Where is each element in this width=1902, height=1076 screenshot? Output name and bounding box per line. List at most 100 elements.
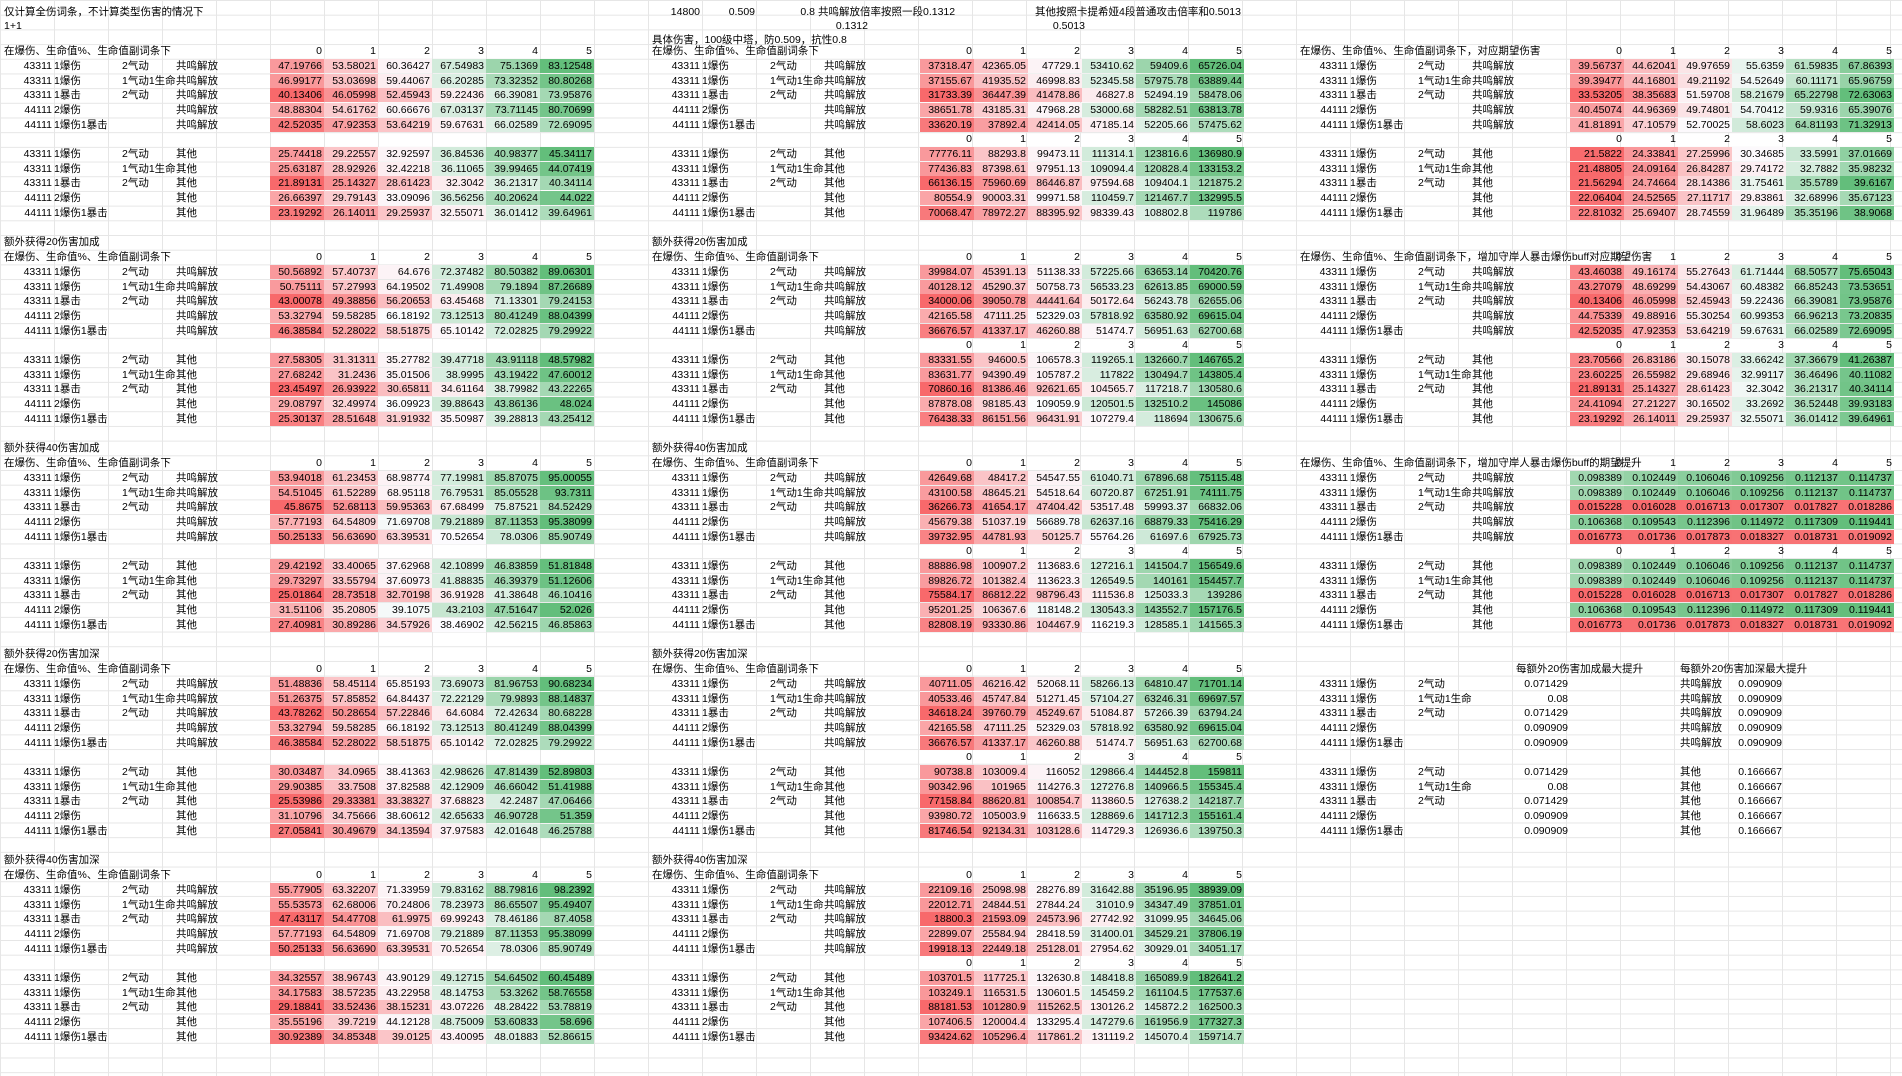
data-cell[interactable]: 39.88643 <box>432 397 486 412</box>
data-cell[interactable]: 29.22557 <box>324 147 378 161</box>
data-cell[interactable]: 34618.24 <box>920 706 974 721</box>
data-cell[interactable]: 0.017873 <box>1678 529 1732 544</box>
data-cell[interactable]: 0.112137 <box>1786 485 1840 500</box>
data-cell[interactable]: 95.38099 <box>540 514 594 529</box>
data-cell[interactable]: 86812.22 <box>974 588 1028 603</box>
data-cell[interactable]: 182641.2 <box>1190 971 1244 985</box>
data-cell[interactable]: 22899.07 <box>920 926 974 941</box>
data-cell[interactable]: 38.9068 <box>1840 205 1894 220</box>
data-cell[interactable]: 72.37482 <box>432 264 486 279</box>
data-cell[interactable]: 41.81891 <box>1570 117 1624 132</box>
data-cell[interactable]: 73.95876 <box>1840 294 1894 309</box>
data-cell[interactable]: 79.1894 <box>486 279 540 294</box>
data-cell[interactable]: 113623.3 <box>1028 573 1082 588</box>
data-cell[interactable]: 29.42192 <box>270 559 324 573</box>
data-cell[interactable]: 60.66676 <box>378 102 432 117</box>
data-cell[interactable]: 38.9995 <box>432 367 486 382</box>
data-cell[interactable]: 68.50577 <box>1786 264 1840 279</box>
data-cell[interactable]: 42.10899 <box>432 559 486 573</box>
data-cell[interactable]: 67.03137 <box>432 102 486 117</box>
data-cell[interactable]: 66136.15 <box>920 176 974 191</box>
data-cell[interactable]: 71.69708 <box>378 514 432 529</box>
data-cell[interactable]: 47.92353 <box>324 117 378 132</box>
data-cell[interactable]: 25.14327 <box>324 176 378 191</box>
data-cell[interactable]: 25.69407 <box>1624 205 1678 220</box>
data-cell[interactable]: 41654.17 <box>974 500 1028 515</box>
data-cell[interactable]: 68879.33 <box>1136 514 1190 529</box>
data-cell[interactable]: 39.64961 <box>1840 411 1894 426</box>
data-cell[interactable]: 130543.3 <box>1082 603 1136 618</box>
data-cell[interactable]: 43.46038 <box>1570 264 1624 279</box>
data-cell[interactable]: 56951.63 <box>1136 735 1190 750</box>
data-cell[interactable]: 59993.37 <box>1136 500 1190 515</box>
data-cell[interactable]: 75584.17 <box>920 588 974 603</box>
data-cell[interactable]: 144452.8 <box>1136 765 1190 779</box>
data-cell[interactable]: 41478.86 <box>1028 88 1082 103</box>
data-cell[interactable]: 116531.5 <box>974 985 1028 1000</box>
data-cell[interactable]: 57266.39 <box>1136 706 1190 721</box>
data-cell[interactable]: 64.54809 <box>324 926 378 941</box>
data-cell[interactable]: 32.68996 <box>1786 191 1840 206</box>
data-cell[interactable]: 0.119441 <box>1840 514 1894 529</box>
data-cell[interactable]: 54.43067 <box>1678 279 1732 294</box>
data-cell[interactable]: 143552.7 <box>1136 603 1190 618</box>
data-cell[interactable]: 46260.88 <box>1028 323 1082 338</box>
data-cell[interactable]: 52068.11 <box>1028 676 1082 691</box>
data-cell[interactable]: 24.74664 <box>1624 176 1678 191</box>
data-cell[interactable]: 76438.33 <box>920 411 974 426</box>
data-cell[interactable]: 89.06301 <box>540 264 594 279</box>
data-cell[interactable]: 53.03698 <box>324 73 378 88</box>
data-cell[interactable]: 120004.4 <box>974 1015 1028 1030</box>
data-cell[interactable]: 100907.2 <box>974 559 1028 573</box>
data-cell[interactable]: 69000.59 <box>1190 279 1244 294</box>
data-cell[interactable]: 40.98377 <box>486 147 540 161</box>
data-cell[interactable]: 57225.66 <box>1082 264 1136 279</box>
data-cell[interactable]: 47968.28 <box>1028 102 1082 117</box>
data-cell[interactable]: 0.112137 <box>1786 559 1840 573</box>
data-cell[interactable]: 48.024 <box>540 397 594 412</box>
data-cell[interactable]: 83.12548 <box>540 58 594 73</box>
data-cell[interactable]: 32.7882 <box>1786 161 1840 176</box>
data-cell[interactable]: 37.68823 <box>432 794 486 809</box>
data-cell[interactable]: 42165.58 <box>920 308 974 323</box>
data-cell[interactable]: 0.098389 <box>1570 573 1624 588</box>
data-cell[interactable]: 71.13301 <box>486 294 540 309</box>
data-cell[interactable]: 0.018327 <box>1732 617 1786 632</box>
data-cell[interactable]: 0.016028 <box>1624 500 1678 515</box>
data-cell[interactable]: 39.56737 <box>1570 58 1624 73</box>
data-cell[interactable]: 33.38327 <box>378 794 432 809</box>
data-cell[interactable]: 48.01883 <box>486 1029 540 1044</box>
data-cell[interactable]: 39760.79 <box>974 706 1028 721</box>
data-cell[interactable]: 48.14753 <box>432 985 486 1000</box>
data-cell[interactable]: 42414.05 <box>1028 117 1082 132</box>
data-cell[interactable]: 47404.42 <box>1028 500 1082 515</box>
data-cell[interactable]: 159811 <box>1190 765 1244 779</box>
data-cell[interactable]: 78.0306 <box>486 941 540 956</box>
data-cell[interactable]: 25584.94 <box>974 926 1028 941</box>
data-cell[interactable]: 55.77905 <box>270 882 324 897</box>
data-cell[interactable]: 26.83186 <box>1624 353 1678 367</box>
data-cell[interactable]: 75416.29 <box>1190 514 1244 529</box>
data-cell[interactable]: 52205.66 <box>1136 117 1190 132</box>
data-cell[interactable]: 146765.2 <box>1190 353 1244 367</box>
data-cell[interactable]: 0.071429 <box>1524 766 1568 778</box>
data-cell[interactable]: 23.45497 <box>270 382 324 397</box>
data-cell[interactable]: 32.3042 <box>1732 382 1786 397</box>
data-cell[interactable]: 36.09923 <box>378 397 432 412</box>
data-cell[interactable]: 40128.12 <box>920 279 974 294</box>
data-cell[interactable]: 27.58305 <box>270 353 324 367</box>
data-cell[interactable]: 0.019092 <box>1840 529 1894 544</box>
data-cell[interactable]: 62613.85 <box>1136 279 1190 294</box>
data-cell[interactable]: 29.90385 <box>270 779 324 794</box>
data-cell[interactable]: 88.04399 <box>540 720 594 735</box>
data-cell[interactable]: 28418.59 <box>1028 926 1082 941</box>
data-cell[interactable]: 0.017307 <box>1732 588 1786 603</box>
data-cell[interactable]: 35.01506 <box>378 367 432 382</box>
data-cell[interactable]: 41.26387 <box>1840 353 1894 367</box>
data-cell[interactable]: 22.81032 <box>1570 205 1624 220</box>
data-cell[interactable]: 48.57982 <box>540 353 594 367</box>
data-cell[interactable]: 24.52565 <box>1624 191 1678 206</box>
data-cell[interactable]: 61.23453 <box>324 470 378 485</box>
data-cell[interactable]: 38.79982 <box>486 382 540 397</box>
data-cell[interactable]: 50.56892 <box>270 264 324 279</box>
